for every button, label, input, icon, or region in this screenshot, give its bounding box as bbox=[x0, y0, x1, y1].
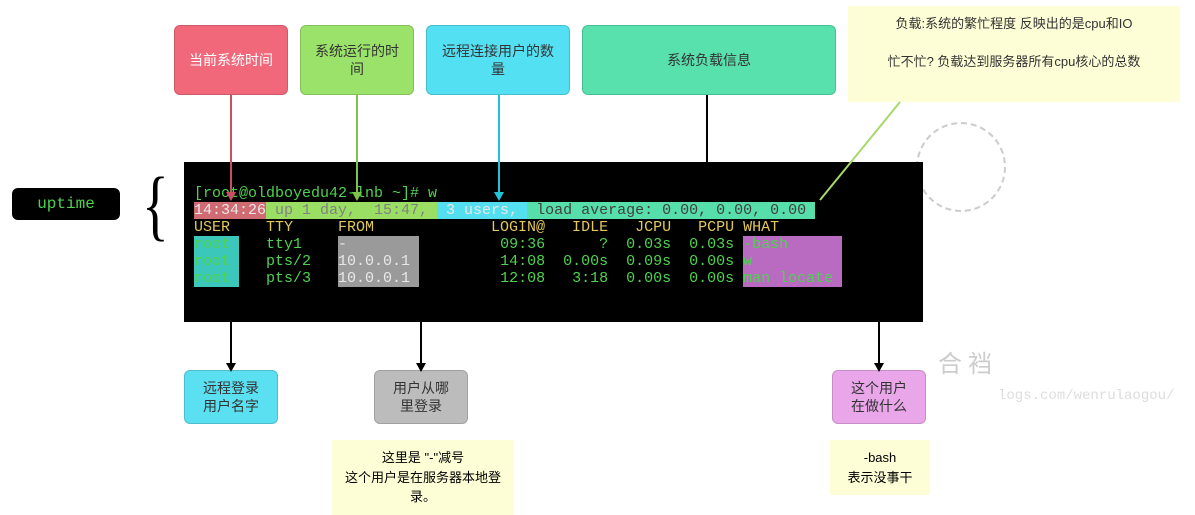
label-user-col: 远程登录 用户名字 bbox=[184, 370, 278, 424]
summary-users: 3 users, bbox=[437, 202, 527, 219]
header-row: USER TTY FROM LOGIN@ IDLE JCPU PCPU WHAT bbox=[194, 219, 779, 236]
summary-uptime: up 1 day, 15:47, bbox=[266, 202, 437, 219]
summary-load: load average: 0.00, 0.00, 0.00 bbox=[527, 202, 815, 219]
brace-icon: { bbox=[142, 167, 169, 245]
summary-time: 14:34:26 bbox=[194, 202, 266, 219]
label-uptime: 系统运行的时间 bbox=[300, 25, 414, 95]
terminal-window: [root@oldboyedu42-lnb ~]# w 14:34:26 up … bbox=[184, 162, 923, 322]
data-rows: root tty1 - 09:36 ? 0.03s 0.03s -bash ro… bbox=[194, 236, 842, 287]
note-load-line1: 负载:系统的繁忙程度 反映出的是cpu和IO bbox=[860, 14, 1168, 34]
watermark-url: logs.com/wenrulaogou/ bbox=[998, 388, 1174, 404]
watermark-circle bbox=[916, 122, 1006, 212]
note-load-explain: 负载:系统的繁忙程度 反映出的是cpu和IO 忙不忙? 负载达到服务器所有cpu… bbox=[848, 6, 1180, 102]
note-load-line2: 忙不忙? 负载达到服务器所有cpu核心的总数 bbox=[860, 52, 1168, 72]
note-from-explain: 这里是 "-"减号 这个用户是在服务器本地登录。 bbox=[332, 440, 514, 515]
label-what-col: 这个用户 在做什么 bbox=[832, 370, 926, 424]
watermark-text: 合 裆 bbox=[938, 344, 992, 379]
label-users: 远程连接用户的数量 bbox=[426, 25, 570, 95]
label-from-col: 用户从哪 里登录 bbox=[374, 370, 468, 424]
label-load: 系统负载信息 bbox=[582, 25, 836, 95]
tag-uptime: uptime bbox=[12, 188, 120, 220]
label-current-time: 当前系统时间 bbox=[174, 25, 288, 95]
note-bash-explain: -bash 表示没事干 bbox=[830, 440, 930, 495]
